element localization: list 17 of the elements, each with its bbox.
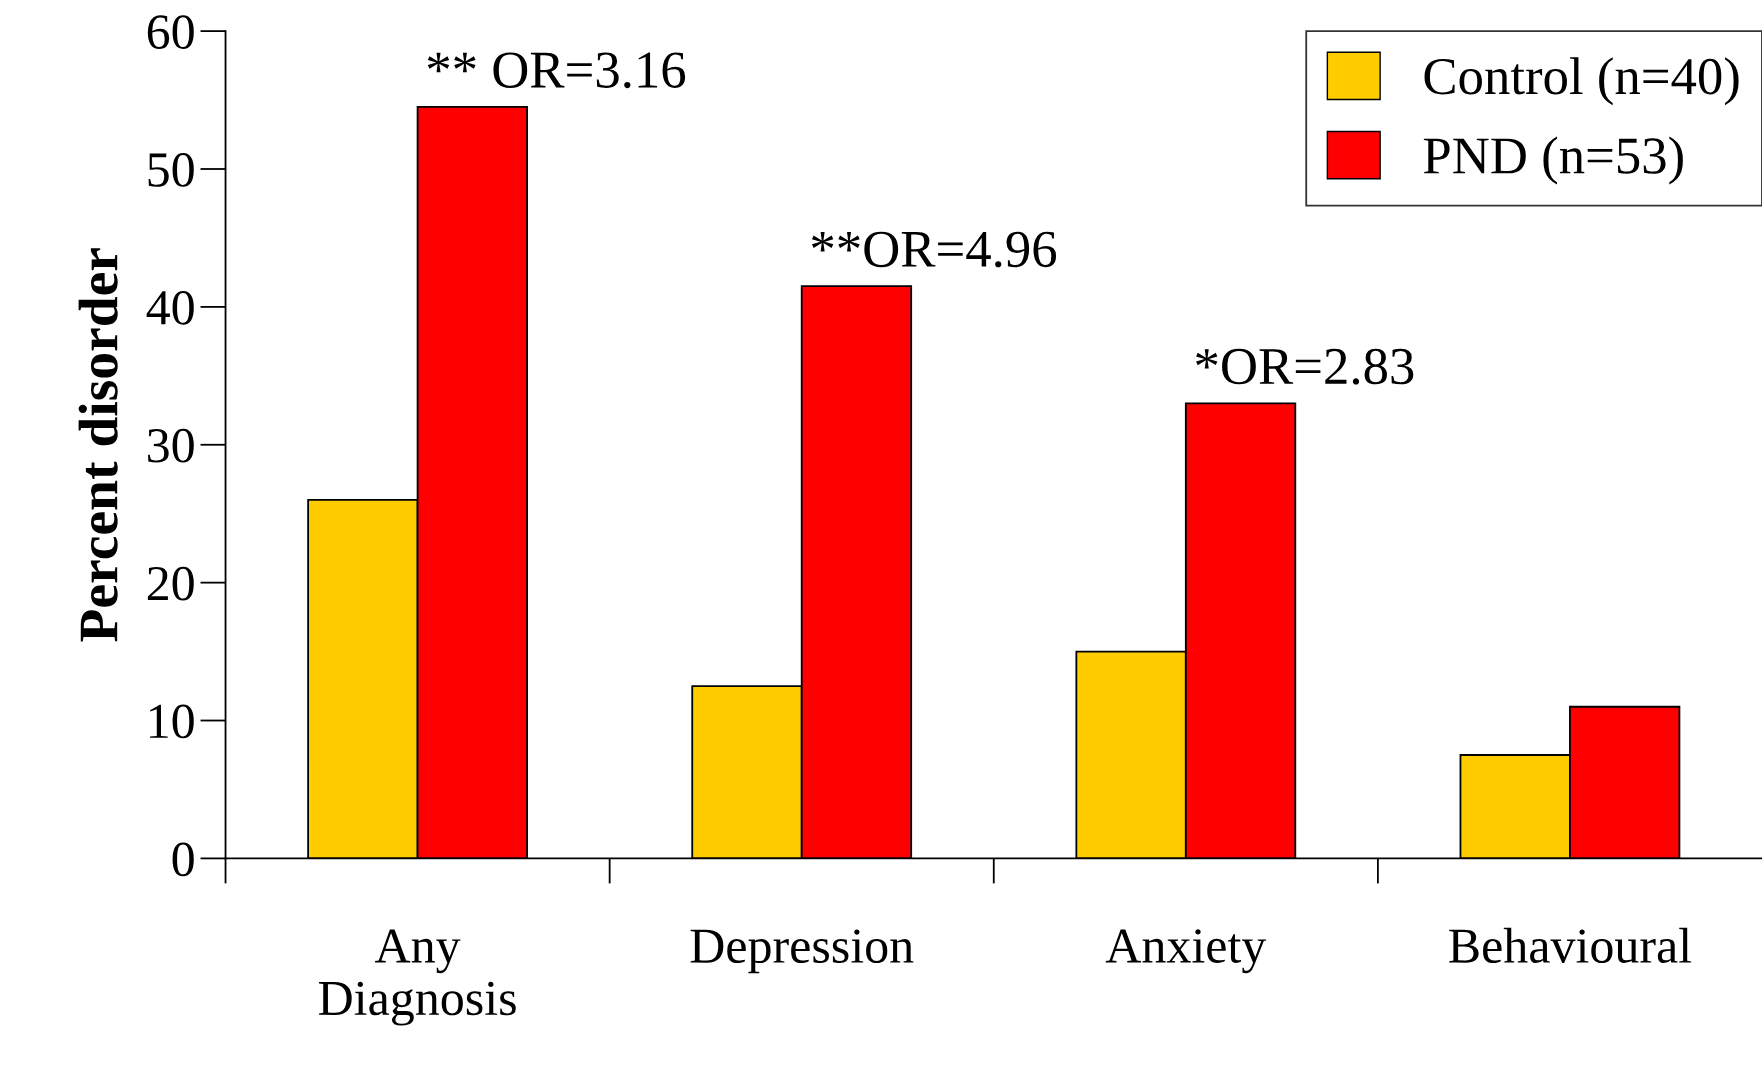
x-tick-label: Behavioural <box>1449 927 1692 964</box>
y-tick-label: 50 <box>148 153 194 187</box>
y-tick-label: 40 <box>146 290 194 325</box>
annotation: *OR=2.83 <box>1196 348 1414 385</box>
y-tick-label: 20 <box>147 566 194 601</box>
y-tick-label: 60 <box>147 15 194 49</box>
y-tick-label: 30 <box>148 428 194 463</box>
legend-label: Control (n=40) <box>1424 57 1739 106</box>
legend-label: PND (n=53) <box>1423 136 1683 185</box>
x-tick-label: Depression <box>690 929 914 974</box>
y-tick-label: 0 <box>172 842 194 877</box>
y-tick-label: 10 <box>150 704 194 739</box>
annotation: ** OR=3.16 <box>427 52 686 89</box>
annotation: **OR=4.96 <box>811 231 1057 268</box>
y-axis-title: Percent disorder <box>78 248 118 642</box>
x-tick-label: Any Diagnosis <box>319 929 516 1026</box>
x-tick-label: Anxiety <box>1105 929 1267 974</box>
